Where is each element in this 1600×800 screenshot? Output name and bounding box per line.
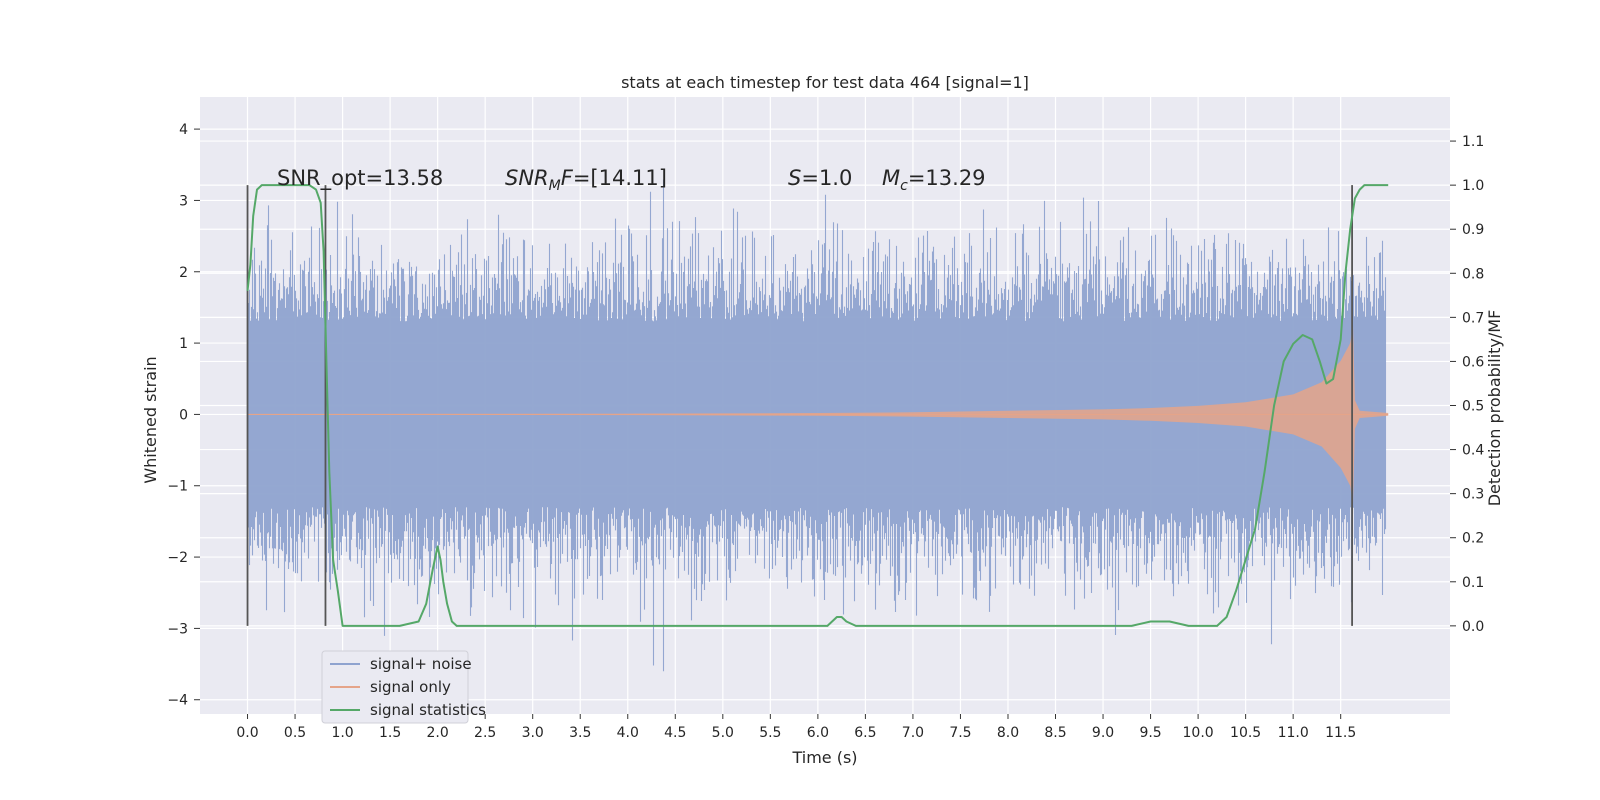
y-right-tick-label: 0.9: [1462, 222, 1484, 238]
y-axis-right-label: Detection probability/MF: [1485, 310, 1504, 507]
y-right-tick-label: 0.3: [1462, 487, 1484, 503]
y-right-tick-label: 0.7: [1462, 310, 1484, 326]
x-tick-label: 5.5: [759, 725, 781, 741]
y-right-tick-label: 1.1: [1462, 134, 1484, 150]
y-left-tick-label: 3: [179, 193, 188, 209]
x-axis-label: Time (s): [791, 748, 857, 767]
x-tick-label: 0.0: [236, 725, 258, 741]
annotation-snr-opt: SNR_opt=13.58: [277, 166, 443, 191]
legend-label-statistics: signal statistics: [370, 701, 486, 719]
y-right-tick-label: 0.4: [1462, 443, 1484, 459]
y-right-tick-label: 0.1: [1462, 575, 1484, 591]
x-axis-ticks: 0.0 0.5 1.0 1.5 2.0 2.5 3.0 3.5 4.0 4.5 5.0 5.5 6.0 6…: [236, 714, 1356, 741]
x-tick-label: 9.0: [1092, 725, 1114, 741]
statistics-line: [246, 184, 1389, 627]
annotations: SNR_opt=13.58 SNRMF=[14.11] S=1.0 Mc=13.…: [277, 166, 986, 194]
y-left-tick-label: 0: [179, 407, 188, 423]
y-right-tick-label: 0.8: [1462, 266, 1484, 282]
y-right-tick-label: 0.5: [1462, 399, 1484, 415]
annotation-mc: Mc=13.29: [882, 166, 986, 194]
x-tick-label: 3.5: [569, 725, 591, 741]
y-right-tick-label: 1.0: [1462, 178, 1484, 194]
series-signal-statistics: [246, 184, 1389, 627]
annotation-s: S=1.0: [788, 166, 852, 190]
x-tick-label: 2.0: [427, 725, 449, 741]
x-tick-label: 8.5: [1044, 725, 1066, 741]
x-tick-label: 5.0: [712, 725, 734, 741]
y-right-tick-label: 0.6: [1462, 354, 1484, 370]
x-tick-label: 11.0: [1278, 725, 1309, 741]
x-tick-label: 10.0: [1183, 725, 1214, 741]
legend-label-noise: signal+ noise: [370, 655, 472, 673]
legend-label-signal: signal only: [370, 678, 451, 696]
annotation-snr-mf: SNRMF=[14.11]: [505, 166, 667, 194]
y-left-tick-label: −1: [167, 479, 188, 495]
x-tick-label: 6.0: [807, 725, 829, 741]
x-tick-label: 4.0: [617, 725, 639, 741]
legend-box: [321, 650, 469, 724]
series-signal-only: [247, 325, 1389, 504]
x-tick-label: 1.5: [379, 725, 401, 741]
x-tick-label: 6.5: [854, 725, 876, 741]
x-tick-label: 0.5: [284, 725, 306, 741]
x-tick-label: 10.5: [1230, 725, 1261, 741]
y-left-tick-label: 1: [179, 336, 188, 352]
x-tick-label: 9.5: [1139, 725, 1161, 741]
y-right-tick-label: 0.0: [1462, 619, 1484, 635]
y-left-tick-label: 2: [179, 265, 188, 281]
x-tick-label: 11.5: [1325, 725, 1356, 741]
x-tick-label: 1.0: [331, 725, 353, 741]
y-left-tick-label: −2: [167, 550, 188, 566]
x-tick-label: 8.0: [997, 725, 1019, 741]
y-left-tick-label: −3: [167, 621, 188, 637]
chart-title: stats at each timestep for test data 464…: [621, 73, 1029, 92]
x-tick-label: 4.5: [664, 725, 686, 741]
y-axis-left-label: Whitened strain: [141, 356, 160, 483]
x-tick-label: 7.0: [902, 725, 924, 741]
y-left-tick-label: −4: [167, 693, 188, 709]
y-axis-left-ticks: −4 −3 −2 −1 0 1 2 3 4: [167, 122, 200, 709]
legend: signal+ noise signal only signal statist…: [321, 650, 486, 724]
y-left-tick-label: 4: [179, 122, 188, 138]
y-axis-right-ticks: 0.0 0.1 0.2 0.3 0.4 0.5 0.6 0.7 0.8 0.9 1.0 1.1: [1450, 134, 1484, 635]
vertical-markers: [246, 185, 1353, 626]
x-tick-label: 2.5: [474, 725, 496, 741]
y-right-tick-label: 0.2: [1462, 531, 1484, 547]
x-tick-label: 3.0: [522, 725, 544, 741]
x-tick-label: 7.5: [949, 725, 971, 741]
